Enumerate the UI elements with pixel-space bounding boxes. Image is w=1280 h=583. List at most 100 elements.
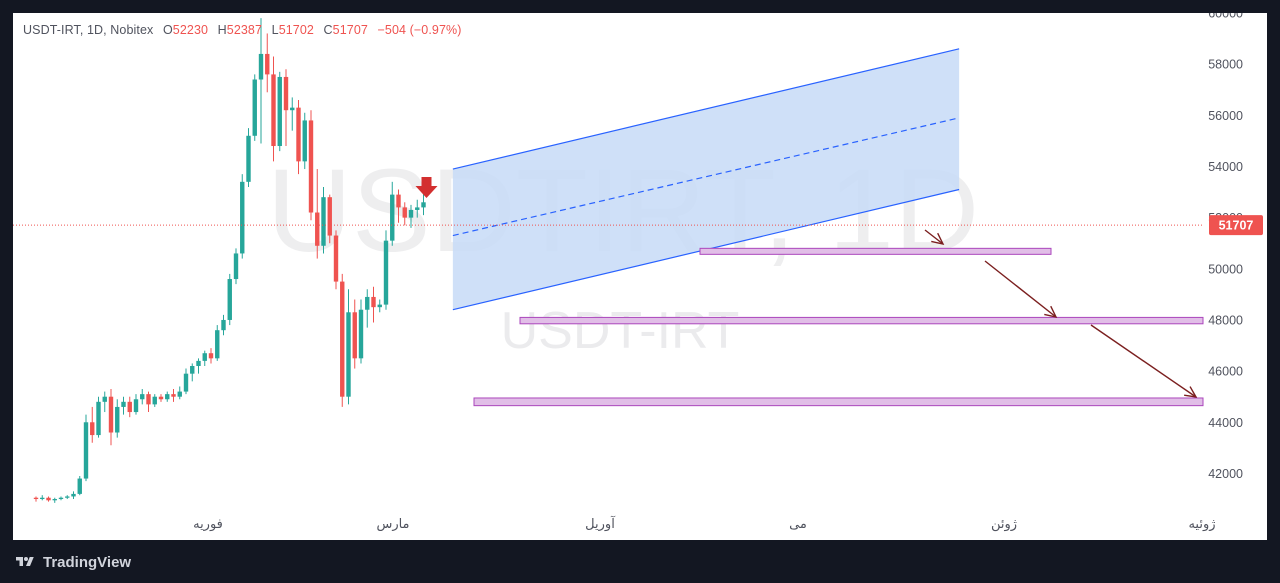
candle	[265, 33, 270, 93]
candle-body	[302, 120, 307, 162]
candle-body	[340, 281, 345, 397]
candle-body	[371, 296, 376, 308]
candle	[352, 299, 357, 369]
candle-body	[252, 79, 257, 136]
legend-close: 51707	[332, 23, 368, 37]
candle	[40, 495, 45, 501]
candle	[108, 389, 114, 446]
candle	[121, 396, 126, 415]
candle	[171, 389, 176, 402]
candle-body	[90, 422, 95, 436]
candle	[58, 496, 64, 501]
candle	[308, 110, 314, 221]
tradingview-logo-icon	[16, 557, 34, 566]
candle	[333, 230, 339, 290]
candle-body	[290, 107, 295, 111]
candle-body	[177, 391, 182, 397]
candle	[33, 496, 39, 502]
candle-body	[108, 396, 114, 433]
candle	[415, 199, 420, 218]
candle	[77, 475, 82, 496]
candle-body	[258, 53, 264, 80]
arrow-to-zone-1-head	[931, 232, 945, 245]
candle	[283, 69, 289, 147]
candle	[365, 289, 370, 328]
arrow-to-zone-3	[1090, 324, 1198, 398]
candle	[52, 497, 57, 503]
candle	[102, 391, 107, 413]
x-tick-label: ژوئن	[991, 517, 1017, 532]
candle	[396, 189, 401, 223]
candle-body	[265, 53, 270, 75]
candle-body	[227, 279, 232, 320]
candle-body	[390, 194, 395, 241]
symbol-legend: USDT-IRT, 1D, Nobitex O52230 H52387 L517…	[23, 23, 462, 37]
candle	[115, 399, 120, 438]
x-tick-label: مارس	[376, 517, 409, 532]
candle-body	[133, 399, 139, 413]
legend-symbol: USDT-IRT, 1D, Nobitex	[23, 23, 154, 37]
candle	[46, 496, 51, 502]
candle	[408, 204, 414, 228]
channel-upper-line	[452, 48, 960, 170]
arrow-to-zone-1-shaft	[924, 229, 944, 245]
y-tick-label: 54000	[1208, 160, 1243, 174]
legend-open-label: O	[162, 23, 173, 37]
x-tick-label: می	[789, 517, 807, 532]
candle-body	[327, 197, 332, 236]
y-tick-label: 42000	[1208, 467, 1243, 481]
candle-body	[365, 296, 370, 310]
candle-body	[402, 207, 407, 218]
candle-body	[65, 496, 70, 498]
candle	[377, 299, 382, 313]
candle	[246, 128, 251, 187]
candle-body	[215, 330, 220, 359]
candle-body	[240, 181, 245, 254]
candle-body	[190, 366, 195, 374]
candle	[71, 491, 76, 500]
candle-body	[152, 396, 157, 405]
candle-body	[71, 493, 76, 497]
candle-body	[408, 209, 414, 218]
price-badge-text: 51707	[1219, 219, 1254, 233]
x-tick-label: ژوئیه	[1188, 517, 1215, 532]
candle	[402, 202, 407, 226]
candle	[127, 396, 132, 418]
y-tick-label: 48000	[1208, 313, 1243, 327]
candle	[290, 97, 295, 131]
candle	[240, 174, 245, 259]
candle-body	[121, 401, 126, 407]
legend-close-label: C	[323, 23, 333, 37]
target-zone-1	[699, 247, 1052, 255]
candle-body	[277, 76, 282, 147]
candle-body	[208, 353, 214, 359]
target-zone-3	[473, 397, 1204, 407]
candle-body	[83, 422, 89, 479]
candle-body	[40, 497, 45, 500]
price-badge	[1209, 215, 1263, 236]
arrow-to-zone-3-head	[1184, 386, 1198, 398]
candle-body	[352, 312, 357, 359]
watermark-small: USDT-IRT	[501, 302, 740, 360]
candle	[83, 414, 89, 482]
arrow-to-zone-1	[924, 229, 945, 245]
candle	[96, 396, 101, 438]
target-zone-2	[519, 316, 1204, 325]
candle	[140, 389, 145, 405]
arrow-to-zone-2	[984, 260, 1058, 318]
candle	[271, 56, 276, 162]
candle	[233, 248, 239, 285]
candle-body	[383, 240, 389, 305]
candle-body	[396, 194, 401, 208]
candle-body	[146, 394, 151, 405]
y-tick-label: 60000	[1208, 13, 1243, 21]
candle	[327, 194, 332, 244]
tradingview-branding[interactable]: TradingView	[13, 548, 131, 576]
candle	[158, 394, 164, 402]
candle	[208, 348, 214, 364]
candle-body	[52, 499, 57, 501]
candle-body	[115, 406, 120, 433]
candle-body	[296, 107, 301, 162]
